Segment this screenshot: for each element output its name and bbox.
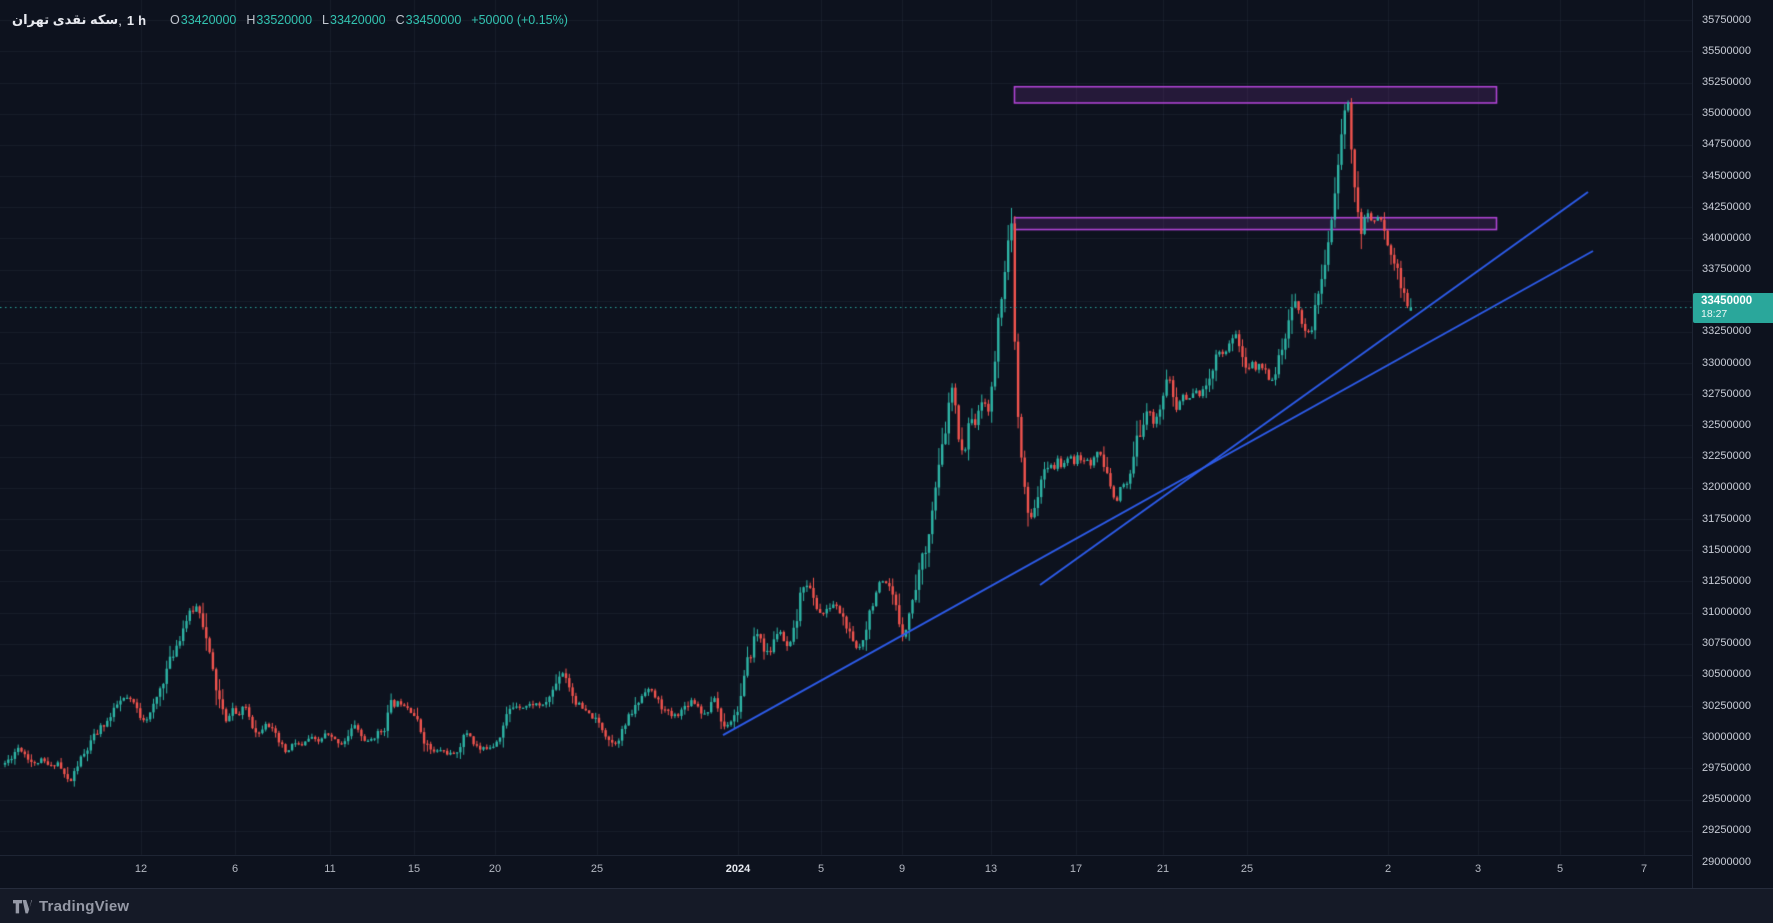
price-axis-label: 34500000 [1702, 169, 1751, 182]
time-axis[interactable]: 12 6 11 15 20 25 2024 5 9 13 17 21 25 2 3 5 7 [0, 855, 1692, 889]
price-axis-label: 29000000 [1702, 855, 1751, 868]
price-axis-label: 31000000 [1702, 606, 1751, 619]
high-label: H [246, 13, 256, 27]
time-axis-label: 2024 [725, 863, 751, 875]
current-price-value: 33450000 [1701, 295, 1753, 307]
price-axis-label: 32000000 [1702, 481, 1751, 494]
time-axis-label: 15 [407, 863, 421, 875]
tradingview-logo-text: TradingView [39, 898, 130, 915]
symbol-separator: , [118, 12, 122, 28]
time-axis-label: 5 [1556, 863, 1564, 875]
price-axis-label: 35250000 [1702, 76, 1751, 88]
price-axis-label: 31250000 [1702, 574, 1751, 587]
price-axis-label: 32250000 [1702, 450, 1751, 463]
bar-countdown: 18:27 [1701, 308, 1728, 321]
time-axis-label: 2 [1384, 863, 1392, 875]
interval-value[interactable]: 1 [126, 12, 135, 28]
close-value: 33450000 [405, 13, 462, 27]
low-value: 33420000 [330, 13, 386, 27]
open-value: 33420000 [180, 13, 237, 27]
price-axis-label: 34750000 [1702, 138, 1751, 151]
time-axis-label: 13 [984, 863, 998, 875]
price-axis-label: 33750000 [1702, 263, 1751, 276]
time-axis-label: 7 [1640, 863, 1648, 875]
low-label: L [322, 13, 329, 27]
price-axis-label: 32500000 [1702, 418, 1751, 431]
symbol-title[interactable]: سکه نقدی تهران [12, 12, 119, 27]
time-axis-label: 20 [488, 863, 502, 875]
price-axis-label: 34250000 [1702, 200, 1751, 213]
time-axis-label: 21 [1156, 863, 1170, 875]
change-value: +50000 (+0.15%) [471, 13, 568, 27]
time-axis-label: 11 [324, 863, 336, 875]
time-axis-label: 25 [1240, 863, 1254, 875]
time-axis-label: 6 [231, 863, 239, 875]
price-axis-label: 34000000 [1702, 231, 1751, 244]
price-axis-label: 32750000 [1702, 387, 1751, 400]
high-value: 33520000 [256, 13, 313, 27]
price-axis-label: 31750000 [1702, 512, 1751, 525]
price-axis-label: 35000000 [1702, 107, 1751, 120]
close-label: C [395, 13, 405, 27]
time-axis-label: 3 [1474, 863, 1482, 875]
time-axis-label: 25 [590, 863, 604, 875]
time-axis-label: 17 [1069, 863, 1083, 875]
price-axis[interactable]: 35750000 35500000 35250000 35000000 34750000… [1692, 0, 1773, 888]
time-axis-label: 12 [134, 863, 148, 875]
current-price-tag: 33450000 18:27 [1693, 293, 1773, 324]
price-axis-label: 30500000 [1702, 668, 1751, 681]
time-axis-label: 9 [898, 863, 906, 875]
bottom-bar: TradingView [0, 888, 1773, 923]
price-axis-label: 29500000 [1702, 793, 1751, 806]
price-axis-label: 30250000 [1702, 699, 1751, 712]
tradingview-logo-icon [13, 899, 32, 913]
price-axis-label: 30750000 [1702, 637, 1751, 650]
price-axis-label: 33250000 [1702, 325, 1751, 338]
price-axis-label: 35750000 [1702, 13, 1751, 26]
interval-unit[interactable]: h [138, 12, 147, 28]
time-axis-label: 5 [817, 863, 825, 875]
legend: سکه نقدی تهران, 1 h O 33420000 H 33520000 … [12, 12, 568, 28]
open-label: O [170, 13, 180, 27]
price-axis-label: 33000000 [1702, 356, 1751, 369]
price-axis-label: 29250000 [1702, 824, 1751, 837]
price-axis-label: 30000000 [1702, 730, 1751, 743]
tradingview-logo[interactable]: TradingView [13, 898, 129, 915]
price-axis-label: 31500000 [1702, 543, 1751, 556]
price-axis-label: 29750000 [1702, 761, 1751, 774]
price-axis-label: 35500000 [1702, 44, 1751, 57]
